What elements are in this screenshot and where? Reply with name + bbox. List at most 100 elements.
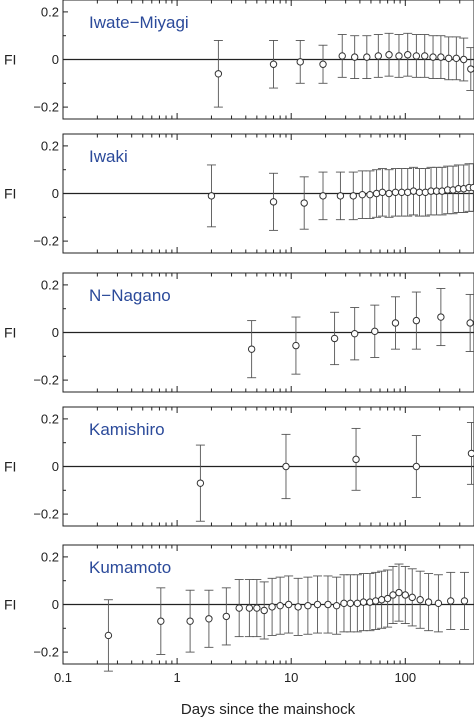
data-point [448, 165, 458, 215]
data-point [284, 575, 294, 634]
point-marker [338, 52, 346, 60]
data-point [384, 32, 394, 77]
point-marker [460, 597, 469, 605]
point-marker [385, 51, 393, 59]
point-marker [269, 60, 278, 68]
data-point [345, 574, 355, 633]
data-point [451, 36, 461, 81]
point-marker [409, 187, 418, 195]
y-axis-label: FI [4, 186, 16, 202]
data-point [337, 34, 347, 78]
point-marker [467, 65, 474, 73]
point-marker [186, 617, 194, 625]
point-marker [391, 188, 400, 197]
data-point [318, 44, 328, 84]
point-marker [378, 188, 387, 197]
y-tick-label: 0 [52, 325, 59, 340]
data-point [466, 47, 474, 91]
point-marker [421, 52, 429, 60]
y-tick-label: 0.2 [41, 549, 59, 564]
data-point [468, 163, 474, 212]
point-marker [340, 599, 348, 608]
data-point [299, 176, 309, 230]
data-point [281, 433, 291, 500]
point-marker [313, 600, 322, 609]
point-marker [358, 190, 367, 199]
point-marker [157, 617, 165, 625]
data-point [424, 573, 434, 632]
point-marker [415, 188, 424, 197]
point-marker [395, 588, 403, 597]
point-marker [276, 601, 284, 610]
point-marker [408, 593, 416, 602]
point-marker [222, 612, 231, 621]
y-tick-label: −0.2 [33, 100, 59, 115]
data-point [185, 589, 195, 653]
data-point [411, 34, 421, 78]
point-marker [444, 54, 453, 63]
point-marker [371, 327, 379, 336]
point-marker [460, 55, 468, 64]
data-point [420, 168, 430, 217]
y-tick-label: 0 [52, 52, 59, 67]
point-marker [235, 604, 243, 612]
point-marker [253, 604, 261, 612]
y-tick-label: −0.2 [33, 645, 59, 660]
data-point [420, 34, 430, 78]
data-point [443, 165, 453, 215]
point-marker [383, 594, 392, 603]
point-marker [330, 334, 339, 343]
point-marker [304, 601, 312, 610]
data-point [244, 579, 254, 638]
panel-2: 0.2 0 −0.2 FI Iwaki [4, 133, 474, 254]
data-point [269, 172, 279, 231]
x-tick-label: 100 [394, 670, 416, 685]
point-marker [429, 53, 437, 61]
data-point [234, 579, 244, 638]
data-point [303, 576, 313, 635]
point-marker [452, 54, 461, 63]
point-marker [350, 53, 359, 61]
data-point [459, 571, 469, 630]
point-marker [319, 60, 327, 68]
data-point [213, 40, 223, 108]
point-marker [374, 52, 383, 60]
point-marker [296, 58, 304, 66]
point-marker [398, 188, 406, 197]
data-point [332, 576, 342, 635]
data-point [293, 577, 303, 636]
point-marker [104, 631, 113, 640]
point-marker [352, 455, 360, 464]
point-marker [284, 600, 293, 609]
data-point [371, 571, 381, 630]
data-point [373, 34, 383, 78]
data-point [156, 587, 166, 655]
y-axis-label: FI [4, 325, 16, 341]
point-marker [385, 189, 393, 198]
x-axis: 0.1 1 10 100 [54, 670, 416, 685]
point-marker [412, 52, 421, 60]
panel-title: Iwaki [89, 147, 128, 166]
data-point [411, 435, 421, 498]
data-point [377, 570, 387, 629]
data-point [350, 35, 360, 79]
panel-5: 0.2 0 −0.2 FI Kumamoto [4, 544, 474, 672]
point-marker [372, 189, 381, 198]
data-point [269, 40, 279, 89]
data-point [394, 34, 404, 78]
y-tick-label: −0.2 [33, 373, 59, 388]
data-point [318, 171, 328, 221]
data-point [400, 565, 410, 624]
data-point [383, 569, 393, 628]
panel-1: 0.2 0 −0.2 FI Iwate−Miyagi [4, 0, 474, 120]
data-point [330, 311, 340, 366]
point-marker [247, 345, 256, 353]
panel-title: Kumamoto [89, 558, 171, 577]
data-point [466, 422, 474, 485]
point-marker [404, 51, 412, 59]
panels-container: 0.20−0.2FIIwate−Miyagi0.20−0.2FIIwaki0.2… [4, 0, 474, 672]
data-point [350, 307, 360, 361]
point-marker [207, 192, 216, 200]
data-point [384, 169, 394, 218]
